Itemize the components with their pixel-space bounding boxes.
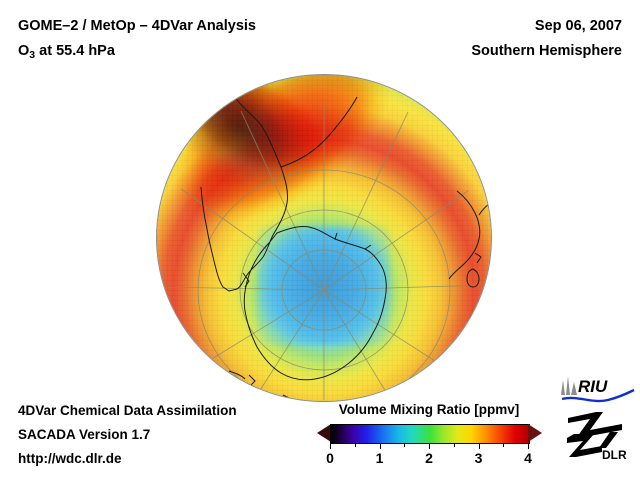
colorbar: Volume Mixing Ratio [ppmv] 0 1 2 3 4 bbox=[317, 402, 542, 468]
colorbar-tick-major bbox=[478, 444, 480, 449]
coastlines bbox=[200, 96, 491, 400]
riu-tower-marks bbox=[561, 376, 577, 395]
colorbar-tick-label: 3 bbox=[474, 450, 483, 466]
region-label: Southern Hemisphere bbox=[471, 43, 622, 59]
species-subscript: 3 bbox=[29, 49, 36, 61]
colorbar-tick-label: 0 bbox=[326, 450, 334, 466]
colorbar-extend-min-arrow bbox=[317, 424, 331, 442]
colorbar-row bbox=[317, 422, 542, 444]
riu-logo-text: RIU bbox=[578, 377, 608, 396]
riu-logo: RIU bbox=[558, 373, 636, 403]
species-level-text: at 55.4 hPa bbox=[35, 43, 115, 59]
limb-shading bbox=[157, 75, 491, 401]
colorbar-title: Volume Mixing Ratio [ppmv] bbox=[338, 402, 520, 417]
map-overlay bbox=[160, 96, 491, 401]
footer-line-1: 4DVar Chemical Data Assimilation bbox=[18, 403, 237, 418]
date-label: Sep 06, 2007 bbox=[534, 18, 622, 34]
riu-logo-graphic: RIU bbox=[561, 376, 635, 403]
colorbar-tick-minor bbox=[453, 444, 455, 447]
species-level-label: O3 at 55.4 hPa bbox=[18, 43, 115, 61]
colorbar-tick-minor bbox=[404, 444, 406, 447]
colorbar-tick-label: 4 bbox=[524, 450, 532, 466]
colorbar-tick-major bbox=[429, 444, 430, 449]
dlr-logo-text: DLR bbox=[602, 448, 627, 460]
colorbar-tick-minor bbox=[503, 444, 505, 447]
colorbar-extend-max-arrow bbox=[528, 424, 542, 442]
footer-line-2: SACADA Version 1.7 bbox=[18, 427, 151, 442]
colorbar-tick-major bbox=[528, 444, 529, 449]
colorbar-tick-label: 2 bbox=[425, 450, 433, 466]
colorbar-ticks bbox=[330, 444, 529, 450]
dlr-logo-graphic: DLR bbox=[567, 412, 627, 462]
colorbar-tick-major bbox=[330, 444, 331, 449]
dlr-emblem bbox=[567, 412, 622, 457]
colorbar-tick-labels: 0 1 2 3 4 bbox=[326, 450, 532, 468]
dlr-logo: DLR bbox=[566, 410, 632, 462]
colorbar-gradient bbox=[330, 424, 530, 444]
graticule-meridians bbox=[160, 103, 488, 400]
globe-disc bbox=[157, 75, 491, 401]
footer-url[interactable]: http://wdc.dlr.de bbox=[18, 451, 122, 466]
colorbar-tick-minor bbox=[354, 444, 356, 447]
colorbar-tick-major bbox=[379, 444, 381, 449]
species-symbol: O bbox=[18, 43, 30, 59]
riu-swoosh bbox=[561, 388, 635, 403]
colorbar-tick-label: 1 bbox=[375, 450, 384, 466]
globe-map bbox=[157, 75, 491, 401]
page-title: GOME–2 / MetOp – 4DVar Analysis bbox=[18, 18, 256, 34]
